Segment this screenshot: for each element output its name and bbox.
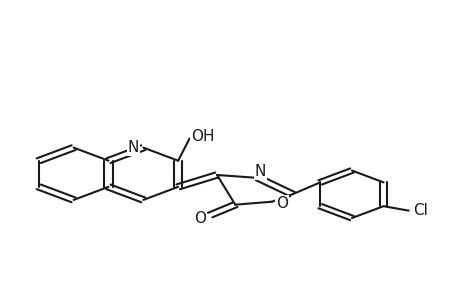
Text: N: N	[127, 140, 139, 155]
Text: OH: OH	[190, 129, 214, 144]
Text: Cl: Cl	[412, 203, 427, 218]
Text: N: N	[254, 164, 266, 179]
Text: O: O	[275, 196, 287, 211]
Text: O: O	[194, 211, 206, 226]
